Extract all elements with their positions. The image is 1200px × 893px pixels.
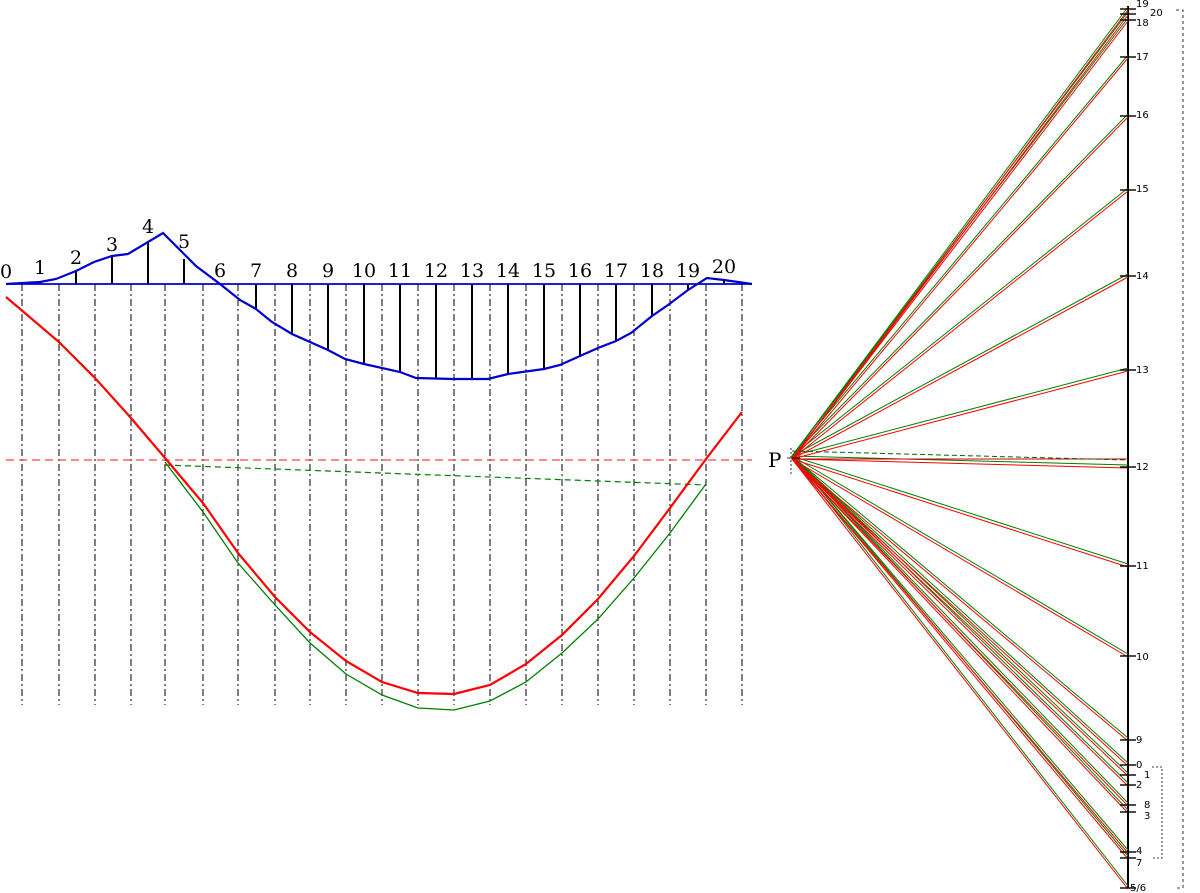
ray-green-0: [791, 6, 1129, 457]
section-label-13: 13: [460, 260, 484, 282]
section-label-10: 10: [352, 260, 376, 282]
section-label-12: 12: [424, 260, 448, 282]
force-label-1: 1: [1144, 770, 1150, 781]
ray-green-8: [791, 455, 1129, 466]
force-polygon-ticks: [1120, 8, 1136, 889]
ray-red-8: [791, 458, 1129, 469]
section-label-6: 6: [214, 260, 226, 282]
force-label-2: 2: [1136, 780, 1142, 791]
section-label-0: 0: [0, 261, 12, 283]
pole-horizontal-green-dashed: [791, 450, 1129, 461]
ray-red-5: [791, 190, 1129, 460]
ray-red-11: [791, 458, 1129, 742]
funicular-polygon-red: [5, 296, 743, 696]
pole-rays-red: [791, 9, 1129, 890]
ray-red-7: [791, 370, 1129, 460]
section-label-9: 9: [322, 260, 334, 282]
force-label-11: 11: [1136, 561, 1149, 572]
force-label-10: 10: [1136, 652, 1149, 663]
ray-red-14: [791, 458, 1129, 787]
ray-green-3: [791, 54, 1129, 457]
section-label-4: 4: [142, 216, 154, 238]
section-label-5: 5: [178, 231, 190, 253]
section-label-11: 11: [388, 260, 412, 282]
section-label-1: 1: [34, 257, 46, 279]
force-label-8: 8: [1144, 800, 1150, 811]
ray-red-12: [791, 458, 1129, 767]
ray-red-18: [791, 458, 1129, 860]
ray-green-17: [791, 455, 1129, 851]
ray-green-13: [791, 455, 1129, 774]
section-label-17: 17: [604, 260, 628, 282]
pole-marker: P: [768, 448, 800, 474]
ray-red-6: [791, 276, 1129, 460]
section-label-19: 19: [676, 260, 700, 282]
force-label-19: 19: [1136, 0, 1149, 10]
ray-green-10: [791, 455, 1129, 655]
ray-red-4: [791, 116, 1129, 460]
ray-green-5: [791, 187, 1129, 457]
ray-red-9: [791, 458, 1129, 568]
force-label-13: 13: [1136, 365, 1149, 376]
ray-red-19: [791, 458, 1129, 890]
force-label-17: 17: [1136, 52, 1149, 63]
force-label-0: 0: [1136, 760, 1142, 771]
ray-red-17: [791, 458, 1129, 854]
ray-red-10: [791, 458, 1129, 658]
ray-green-4: [791, 113, 1129, 457]
force-label-5-6: 5/6: [1130, 883, 1146, 893]
section-label-2: 2: [70, 247, 82, 269]
force-label-4: 4: [1136, 846, 1142, 857]
ray-red-15: [791, 458, 1129, 807]
section-dashed-verticals: [21, 284, 743, 705]
section-label-3: 3: [106, 234, 118, 256]
force-label-9: 9: [1136, 735, 1142, 746]
ray-red-13: [791, 458, 1129, 777]
ray-green-6: [791, 273, 1129, 457]
ray-green-9: [791, 455, 1129, 565]
pole-label: P: [768, 448, 781, 472]
ray-green-7: [791, 367, 1129, 457]
section-label-15: 15: [532, 260, 556, 282]
ray-red-3: [791, 57, 1129, 460]
section-label-20: 20: [712, 256, 736, 278]
force-label-18: 18: [1136, 18, 1149, 29]
small-force-bracket: [1152, 766, 1163, 859]
section-label-7: 7: [250, 260, 262, 282]
ray-red-2: [791, 20, 1129, 460]
ray-red-16: [791, 458, 1129, 814]
force-range-bracket: [1176, 9, 1184, 889]
section-label-16: 16: [568, 260, 592, 282]
force-label-14: 14: [1136, 271, 1149, 282]
force-label-7: 7: [1136, 858, 1142, 869]
ray-red-1: [791, 14, 1129, 460]
ray-red-0: [791, 9, 1129, 460]
force-label-16: 16: [1136, 110, 1149, 121]
load-curve: [5, 231, 753, 381]
funicular-polygon-green: [164, 461, 707, 711]
ray-green-12: [791, 455, 1129, 764]
ray-green-11: [791, 455, 1129, 739]
force-label-20: 20: [1150, 8, 1163, 19]
force-label-3: 3: [1144, 811, 1150, 822]
section-label-8: 8: [286, 260, 298, 282]
ray-green-19: [791, 455, 1129, 887]
force-label-12: 12: [1136, 462, 1149, 473]
section-label-18: 18: [640, 260, 664, 282]
section-label-14: 14: [496, 260, 520, 282]
force-label-15: 15: [1136, 184, 1149, 195]
closing-line-green-dashed: [164, 464, 707, 486]
